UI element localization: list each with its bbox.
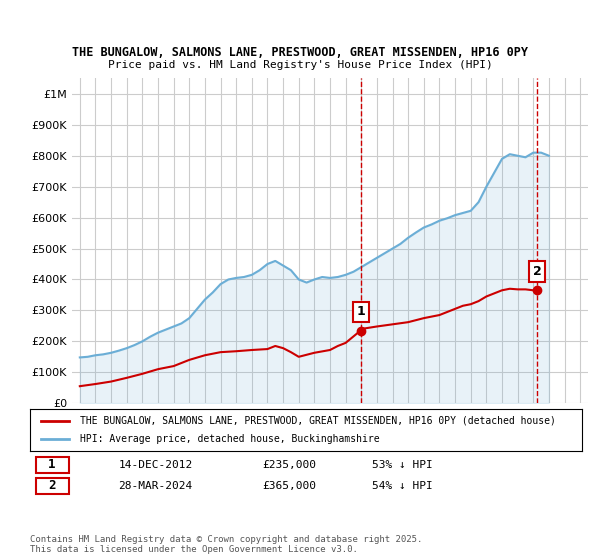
Text: 1: 1 [49,458,56,471]
Text: THE BUNGALOW, SALMONS LANE, PRESTWOOD, GREAT MISSENDEN, HP16 0PY (detached house: THE BUNGALOW, SALMONS LANE, PRESTWOOD, G… [80,416,556,426]
FancyBboxPatch shape [35,478,68,493]
Text: 54% ↓ HPI: 54% ↓ HPI [372,480,433,491]
Text: THE BUNGALOW, SALMONS LANE, PRESTWOOD, GREAT MISSENDEN, HP16 0PY: THE BUNGALOW, SALMONS LANE, PRESTWOOD, G… [72,46,528,59]
Text: 2: 2 [533,265,542,278]
Text: Price paid vs. HM Land Registry's House Price Index (HPI): Price paid vs. HM Land Registry's House … [107,60,493,70]
Text: Contains HM Land Registry data © Crown copyright and database right 2025.
This d: Contains HM Land Registry data © Crown c… [30,535,422,554]
Text: 2: 2 [49,479,56,492]
Text: 28-MAR-2024: 28-MAR-2024 [118,480,193,491]
Text: 53% ↓ HPI: 53% ↓ HPI [372,460,433,469]
Text: 1: 1 [356,305,365,319]
Text: 14-DEC-2012: 14-DEC-2012 [118,460,193,469]
Text: £235,000: £235,000 [262,460,316,469]
FancyBboxPatch shape [35,456,68,473]
Text: HPI: Average price, detached house, Buckinghamshire: HPI: Average price, detached house, Buck… [80,434,379,444]
Text: £365,000: £365,000 [262,480,316,491]
